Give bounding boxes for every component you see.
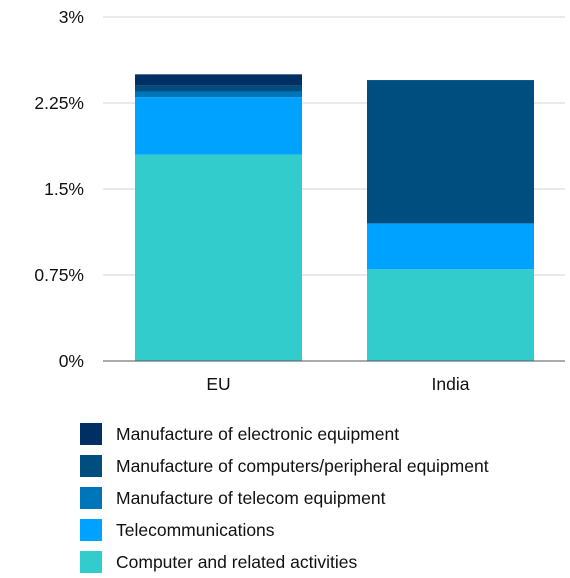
legend-swatch: [80, 519, 102, 541]
x-tick-label: EU: [206, 374, 230, 394]
legend-swatch: [80, 423, 102, 445]
legend-item: Telecommunications: [80, 514, 489, 546]
bar-segment: [135, 74, 302, 86]
legend-item: Manufacture of computers/peripheral equi…: [80, 450, 489, 482]
y-tick-label: 2.25%: [34, 93, 84, 113]
chart-plot: 0% 0.75% 1.5% 2.25% 3% EU India: [34, 7, 565, 394]
bar-segment: [367, 80, 534, 224]
legend-label: Manufacture of electronic equipment: [116, 423, 400, 444]
legend-item: Manufacture of telecom equipment: [80, 482, 489, 514]
bar-segment: [135, 91, 302, 98]
legend-label: Computer and related activities: [116, 551, 358, 572]
bars: [135, 74, 534, 361]
legend-item: Computer and related activities: [80, 546, 489, 578]
legend: Manufacture of electronic equipment Manuf…: [80, 418, 489, 578]
bar-segment: [135, 97, 302, 155]
y-tick-label: 1.5%: [44, 179, 84, 199]
legend-swatch: [80, 455, 102, 477]
legend-item: Manufacture of electronic equipment: [80, 418, 489, 450]
legend-swatch: [80, 487, 102, 509]
legend-swatch: [80, 551, 102, 573]
legend-label: Manufacture of telecom equipment: [116, 487, 386, 508]
bar-segment: [367, 269, 534, 361]
x-tick-label: India: [432, 374, 470, 394]
bar-segment: [135, 85, 302, 92]
bar-segment: [135, 154, 302, 361]
y-tick-label: 0.75%: [34, 265, 84, 285]
bar-segment: [367, 223, 534, 270]
x-axis-ticks: EU India: [206, 374, 469, 394]
legend-label: Telecommunications: [116, 519, 275, 540]
y-tick-label: 3%: [59, 7, 84, 27]
legend-label: Manufacture of computers/peripheral equi…: [116, 455, 489, 476]
y-tick-label: 0%: [59, 351, 84, 371]
y-axis-ticks: 0% 0.75% 1.5% 2.25% 3%: [34, 7, 84, 371]
